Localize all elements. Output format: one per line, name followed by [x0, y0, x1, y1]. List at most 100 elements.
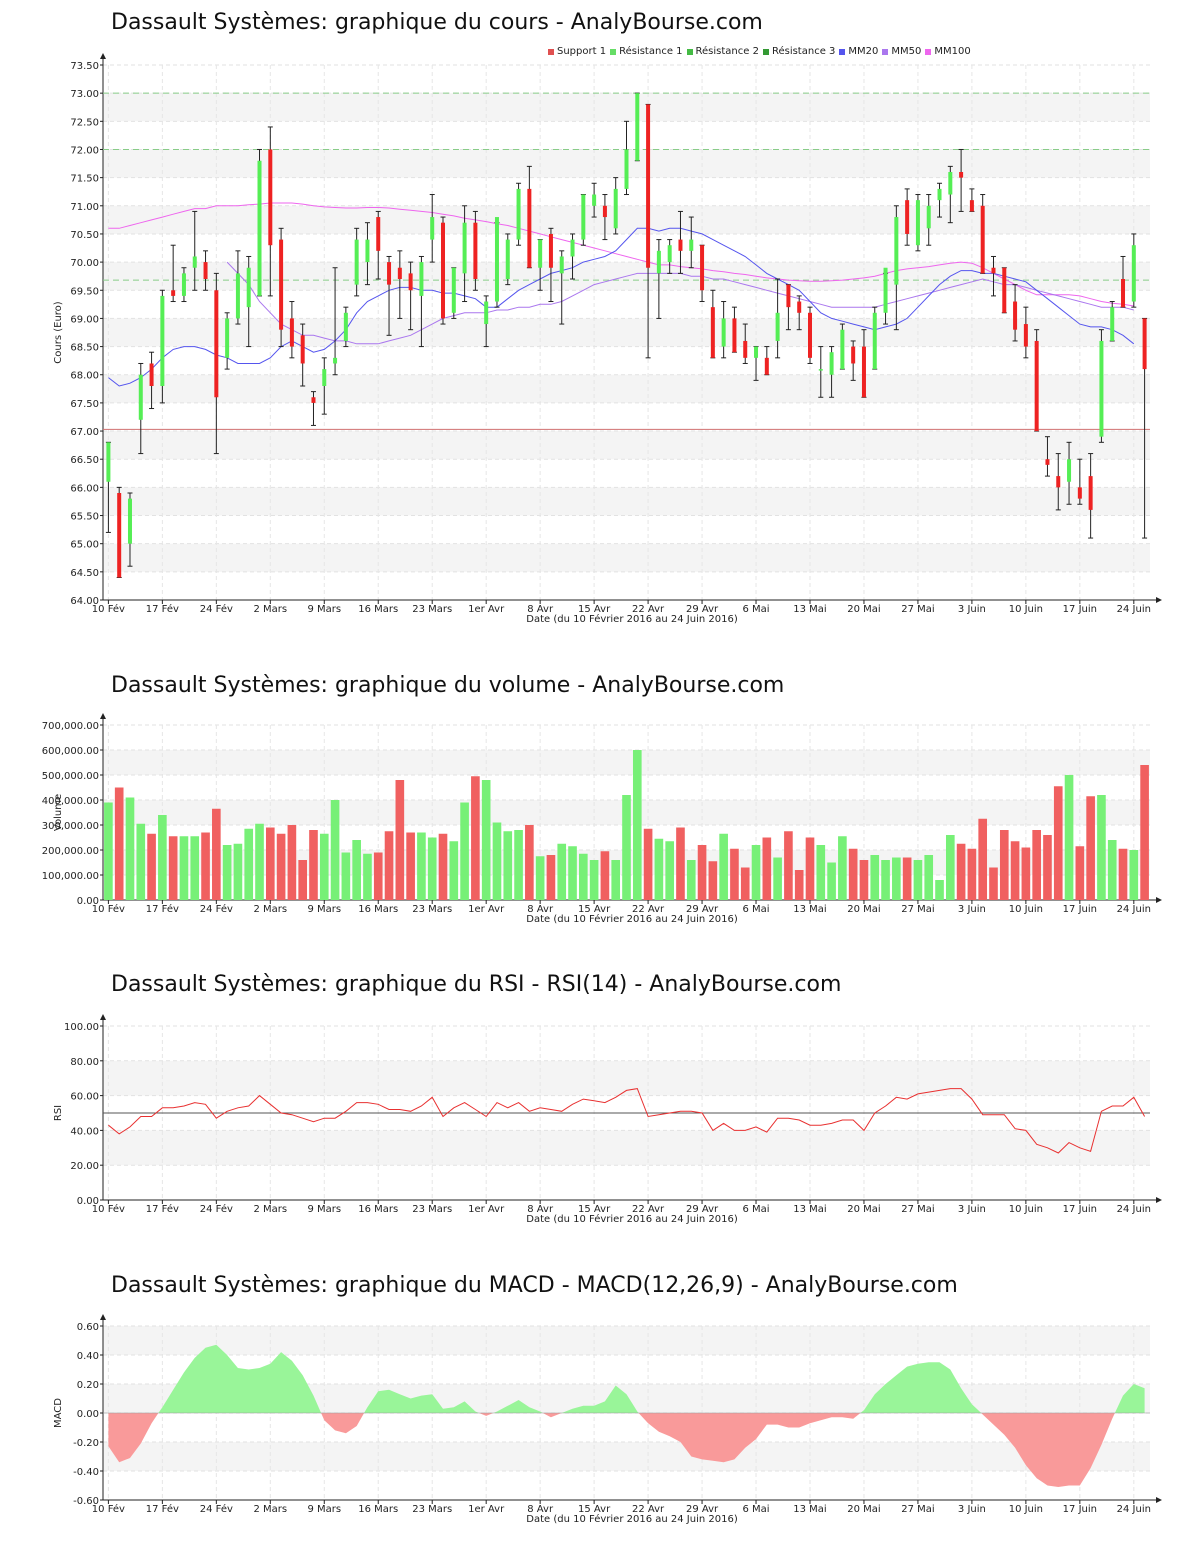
legend-label: MM50 [891, 46, 922, 57]
candle-body [786, 284, 791, 308]
x-tick-label: 17 Juin [1063, 1204, 1097, 1215]
legend-swatch [762, 48, 769, 55]
x-tick-label: 20 Mai [847, 604, 880, 615]
volume-bar [158, 815, 167, 900]
volume-bar [276, 833, 286, 900]
candle-body [419, 262, 424, 296]
macd-x-axis-label: Date (du 10 Février 2016 au 24 Juin 2016… [526, 1514, 738, 1525]
x-tick-label: 15 Avr [578, 1504, 611, 1515]
candle-body [430, 217, 435, 240]
candle-body [872, 312, 877, 370]
candle-body [246, 267, 251, 308]
candle-body [203, 262, 208, 279]
volume-bar [568, 846, 577, 900]
volume-bar [654, 838, 664, 900]
volume-bar [417, 832, 426, 900]
plot-band [103, 1442, 1150, 1471]
legend-label: MM20 [848, 46, 879, 57]
volume-bar [600, 851, 610, 900]
volume-bar [902, 857, 912, 900]
x-tick-label: 27 Mai [901, 1204, 934, 1215]
y-tick-label: 300,000.00 [42, 821, 99, 832]
legend-swatch [925, 48, 932, 55]
legend-swatch [839, 48, 846, 55]
volume-bar [773, 857, 782, 900]
volume-bar [622, 795, 631, 900]
legend-swatch [610, 48, 617, 55]
y-tick-label: 69.00 [70, 314, 99, 325]
volume-bar [989, 867, 998, 900]
y-tick-label: 0.60 [77, 1322, 99, 1333]
macd-area-positive [860, 1362, 982, 1413]
volume-bar [945, 835, 955, 900]
candle-body [462, 222, 467, 274]
volume-bar [1140, 765, 1149, 900]
volume-bar [978, 818, 988, 900]
volume-bar [1010, 841, 1020, 900]
x-tick-label: 2 Mars [253, 1204, 287, 1215]
y-tick-label: 73.50 [70, 61, 99, 72]
x-tick-label: 2 Mars [253, 904, 287, 915]
y-tick-label: 500,000.00 [42, 771, 99, 782]
x-tick-label: 17 Fév [146, 1203, 179, 1215]
x-tick-label: 16 Mars [358, 1204, 398, 1215]
volume-bar [363, 853, 372, 900]
candle-body [1110, 307, 1115, 341]
volume-bar [881, 860, 890, 900]
x-tick-label: 20 Mai [847, 1504, 880, 1515]
candle-body [365, 239, 370, 263]
volume-bar [190, 836, 200, 900]
volume-bar [665, 841, 674, 900]
x-tick-label: 1er Avr [468, 1504, 505, 1515]
legend-label: MM100 [934, 46, 971, 57]
x-tick-label: 10 Juin [1009, 604, 1043, 615]
volume-bar [611, 860, 621, 900]
volume-bar [1064, 775, 1074, 900]
x-tick-label: 9 Mars [307, 604, 341, 615]
volume-bar [730, 848, 739, 900]
volume-bar [298, 860, 308, 900]
x-tick-label: 23 Mars [412, 1204, 452, 1215]
y-tick-label: 600,000.00 [42, 746, 99, 757]
candle-body [160, 295, 165, 386]
candle-body [279, 239, 284, 330]
volume-bar [751, 845, 761, 900]
x-tick-label: 17 Juin [1063, 604, 1097, 615]
y-tick-label: 72.00 [70, 145, 99, 156]
candle-body [592, 194, 597, 206]
y-tick-label: 67.00 [70, 427, 99, 438]
macd-area-positive [493, 1400, 543, 1413]
volume-y-axis-label: Volume [53, 794, 64, 831]
candle-body [149, 363, 154, 386]
candle-body [764, 357, 769, 375]
x-tick-label: 22 Avr [632, 904, 665, 915]
volume-bar [827, 862, 836, 900]
y-axis-arrow [100, 1014, 106, 1020]
candle-body [289, 318, 294, 347]
volume-bar [1032, 830, 1041, 900]
candle-body [311, 397, 316, 403]
x-tick-label: 10 Juin [1009, 904, 1043, 915]
volume-bar [676, 827, 685, 900]
legend-swatch [686, 48, 693, 55]
volume-bar [319, 833, 329, 900]
volume-bar [125, 797, 135, 900]
candle-body [527, 188, 532, 268]
volume-bar [212, 808, 221, 900]
candle-body [1142, 318, 1147, 370]
y-tick-label: -0.40 [73, 1467, 99, 1478]
volume-bar [265, 827, 275, 900]
macd-area-negative [981, 1413, 1115, 1487]
volume-bar [740, 867, 750, 900]
price-x-axis-label: Date (du 10 Février 2016 au 24 Juin 2016… [526, 614, 738, 625]
volume-bar [892, 857, 901, 900]
y-tick-label: 200,000.00 [42, 846, 99, 857]
x-tick-label: 23 Mars [412, 1504, 452, 1515]
y-tick-label: 70.50 [70, 230, 99, 241]
volume-bar [309, 830, 318, 900]
x-tick-label: 17 Juin [1063, 904, 1097, 915]
candle-body [387, 262, 392, 285]
candle-body [106, 442, 111, 482]
candle-body [408, 273, 413, 291]
x-tick-label: 6 Mai [742, 904, 769, 915]
